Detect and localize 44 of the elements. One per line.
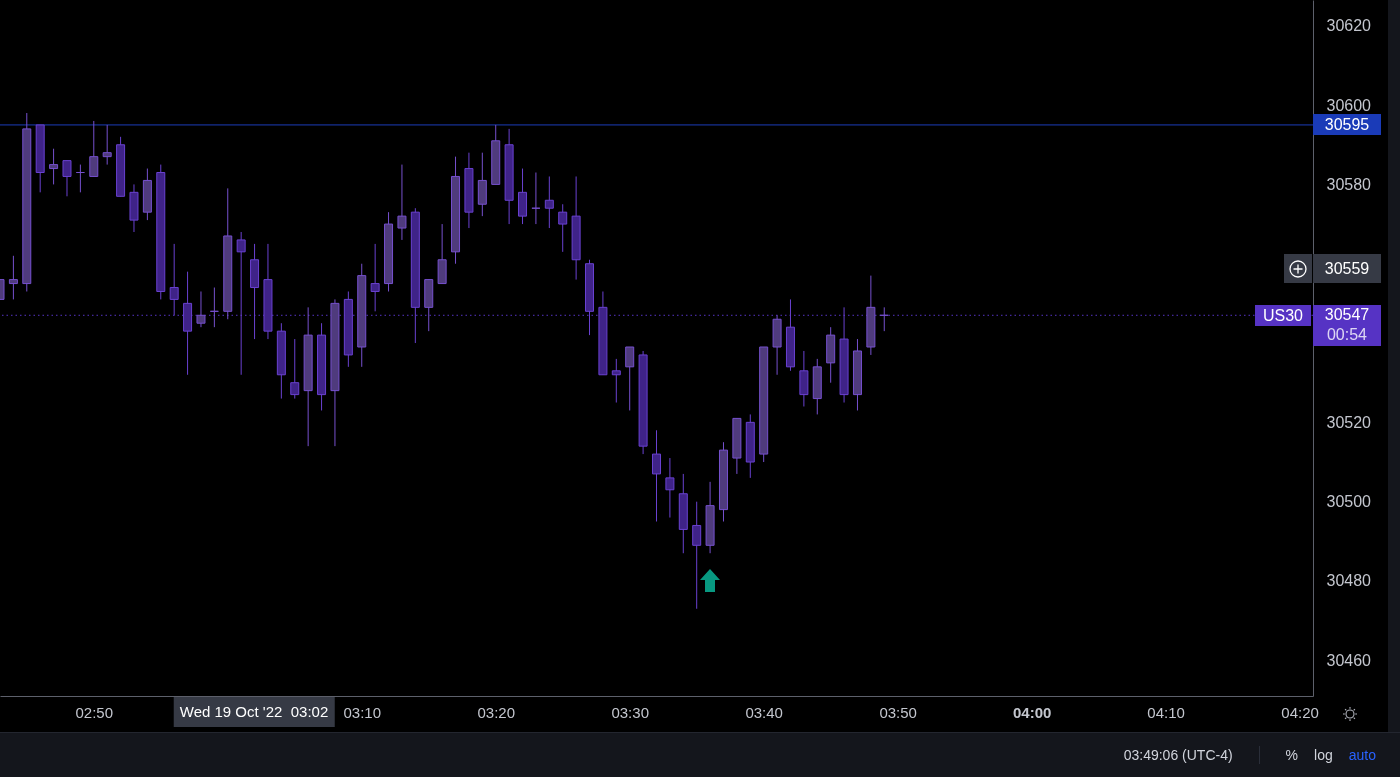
candlestick (665, 457, 675, 519)
y-tick-label: 30600 (1326, 96, 1372, 114)
candlestick (8, 255, 18, 300)
x-tick-label: 03:30 (611, 703, 649, 721)
candlestick (477, 152, 487, 217)
x-tick-label: 03:20 (477, 703, 515, 721)
candlestick (518, 168, 528, 225)
x-tick-label: 03:10 (343, 703, 382, 721)
candlestick (692, 501, 702, 610)
x-tick-label: 03:50 (879, 703, 917, 721)
x-tick-label: 03:40 (745, 703, 783, 721)
y-tick-label: 30520 (1326, 413, 1372, 431)
candlestick (611, 358, 621, 404)
x-tick-label: 04:20 (1281, 703, 1319, 721)
candlestick (799, 350, 809, 407)
candlestick (196, 290, 206, 328)
x-tick-label: 04:00 (1012, 703, 1052, 721)
price-tag: 30547 00:54 (1313, 304, 1381, 346)
candlestick (62, 160, 72, 197)
candlestick (397, 164, 407, 241)
y-tick-label: 30580 (1326, 175, 1372, 193)
candlestick (290, 338, 300, 400)
price-tag: 30559 (1313, 254, 1381, 283)
candlestick (544, 175, 554, 229)
candlestick (370, 243, 380, 312)
candlestick (236, 231, 246, 376)
y-tick-label: 30620 (1326, 17, 1372, 35)
ref-line-label: 30547 (1323, 305, 1371, 326)
price-tag: 30595 (1313, 114, 1381, 136)
candlestick (169, 243, 179, 316)
candlestick (89, 120, 99, 177)
y-tick-label: 30500 (1326, 493, 1372, 511)
x-tick-label: 04:10 (1147, 703, 1185, 721)
status-bar: 03:49:06 (UTC-4) % log auto (0, 732, 1400, 777)
candlestick (625, 346, 635, 411)
candlestick (437, 223, 447, 285)
y-tick-label: 30460 (1326, 651, 1372, 669)
candlestick (102, 124, 112, 166)
candlestick (558, 203, 568, 253)
y-tick-label: 30480 (1326, 572, 1372, 590)
candlestick (652, 429, 661, 522)
date-tag: Wed 19 Oct '22 03:02 (173, 697, 335, 727)
candlestick (49, 148, 59, 185)
x-tick-label: 02:50 (75, 703, 114, 721)
